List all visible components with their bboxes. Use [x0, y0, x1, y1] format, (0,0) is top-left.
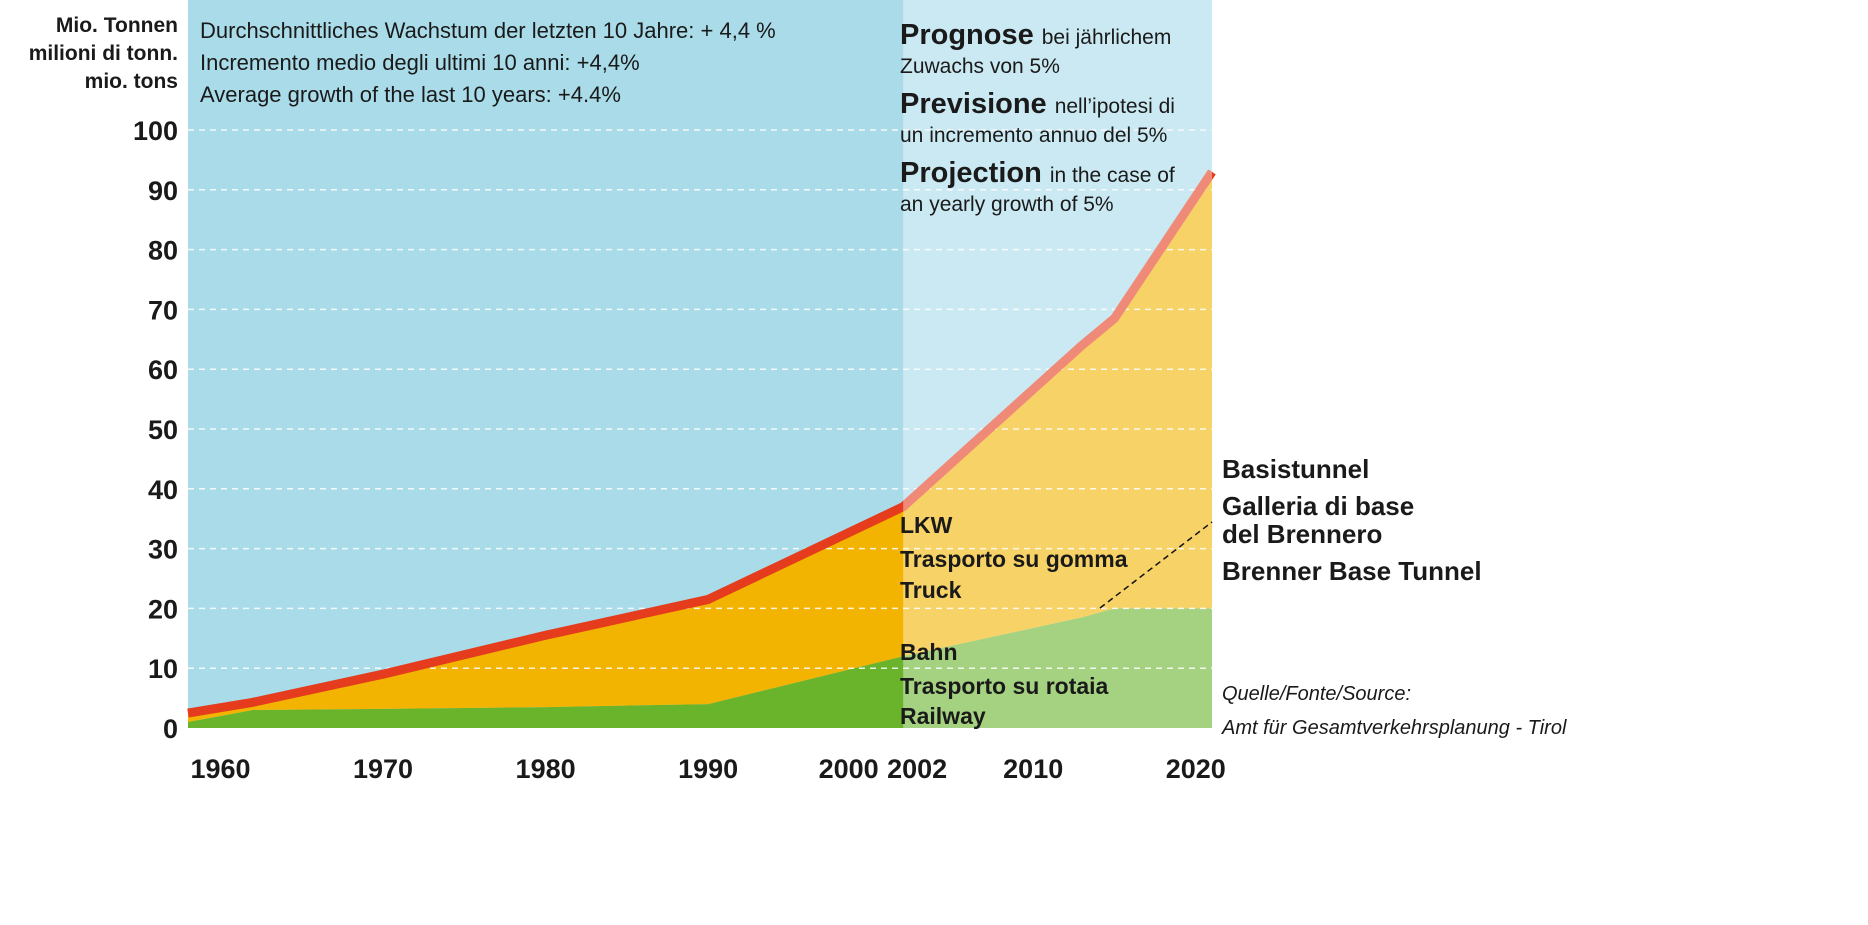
total-line	[187, 169, 1216, 718]
y-tick-label: 80	[148, 236, 178, 266]
annotation: Durchschnittliches Wachstum der letzten …	[200, 18, 776, 43]
x-tick-label: 2010	[1003, 754, 1063, 784]
y-axis-label: milioni di tonn.	[29, 42, 178, 65]
annotation-text: nell’ipotesi di	[1055, 95, 1175, 118]
y-tick-label: 100	[133, 116, 178, 146]
x-tick-label: 1960	[190, 754, 250, 784]
y-tick-label: 30	[148, 535, 178, 565]
annotation: Average growth of the last 10 years: +4.…	[200, 82, 621, 107]
annotation-bold: Projection	[900, 157, 1042, 189]
x-tick-label: 1980	[516, 754, 576, 784]
area	[188, 608, 1212, 728]
series-label: Trasporto su rotaia	[900, 673, 1109, 699]
annotation: Incremento medio degli ultimi 10 anni: +…	[200, 50, 640, 75]
annotation: Previsione nell’ipotesi di	[900, 88, 1175, 120]
series-label: Trasporto su gomma	[900, 546, 1128, 572]
source: Quelle/Fonte/Source:	[1222, 683, 1411, 705]
x-tick-label: 2020	[1166, 754, 1226, 784]
tunnel-label: Basistunnel	[1222, 454, 1369, 484]
annotation-bold: Previsione	[900, 88, 1047, 120]
annotation: an yearly growth of 5%	[900, 193, 1114, 216]
y-tick-label: 20	[148, 594, 178, 624]
series-label: Railway	[900, 703, 986, 729]
x-tick-label: 1970	[353, 754, 413, 784]
series-label: Bahn	[900, 639, 958, 665]
y-tick-label: 90	[148, 176, 178, 206]
projection-region	[903, 0, 1212, 728]
annotation-text: bei jährlichem	[1042, 26, 1172, 49]
annotation: Prognose bei jährlichem	[900, 19, 1171, 51]
tunnel-label: Brenner Base Tunnel	[1222, 556, 1482, 586]
y-axis-label: mio. tons	[85, 70, 178, 93]
x-tick-label: 2002	[887, 754, 947, 784]
leader-line	[1099, 521, 1213, 609]
annotation-bold: Prognose	[900, 19, 1034, 51]
series-label: Truck	[900, 577, 962, 603]
annotation: Projection in the case of	[900, 157, 1175, 189]
tunnel-label: del Brennero	[1222, 519, 1382, 549]
y-tick-label: 50	[148, 415, 178, 445]
y-axis-label: Mio. Tonnen	[56, 14, 178, 37]
annotation: Zuwachs von 5%	[900, 55, 1060, 78]
y-tick-label: 70	[148, 295, 178, 325]
y-tick-label: 0	[163, 714, 178, 744]
series-label: LKW	[900, 512, 953, 538]
tunnel-label: Galleria di base	[1222, 491, 1414, 521]
x-tick-label: 2000	[819, 754, 879, 784]
annotation: un incremento annuo del 5%	[900, 124, 1167, 147]
source: Amt für Gesamtverkehrsplanung - Tirol	[1221, 717, 1567, 739]
x-tick-label: 1990	[678, 754, 738, 784]
y-tick-label: 10	[148, 654, 178, 684]
area	[188, 171, 1212, 723]
annotation-text: in the case of	[1050, 164, 1175, 187]
y-tick-label: 40	[148, 475, 178, 505]
y-tick-label: 60	[148, 355, 178, 385]
